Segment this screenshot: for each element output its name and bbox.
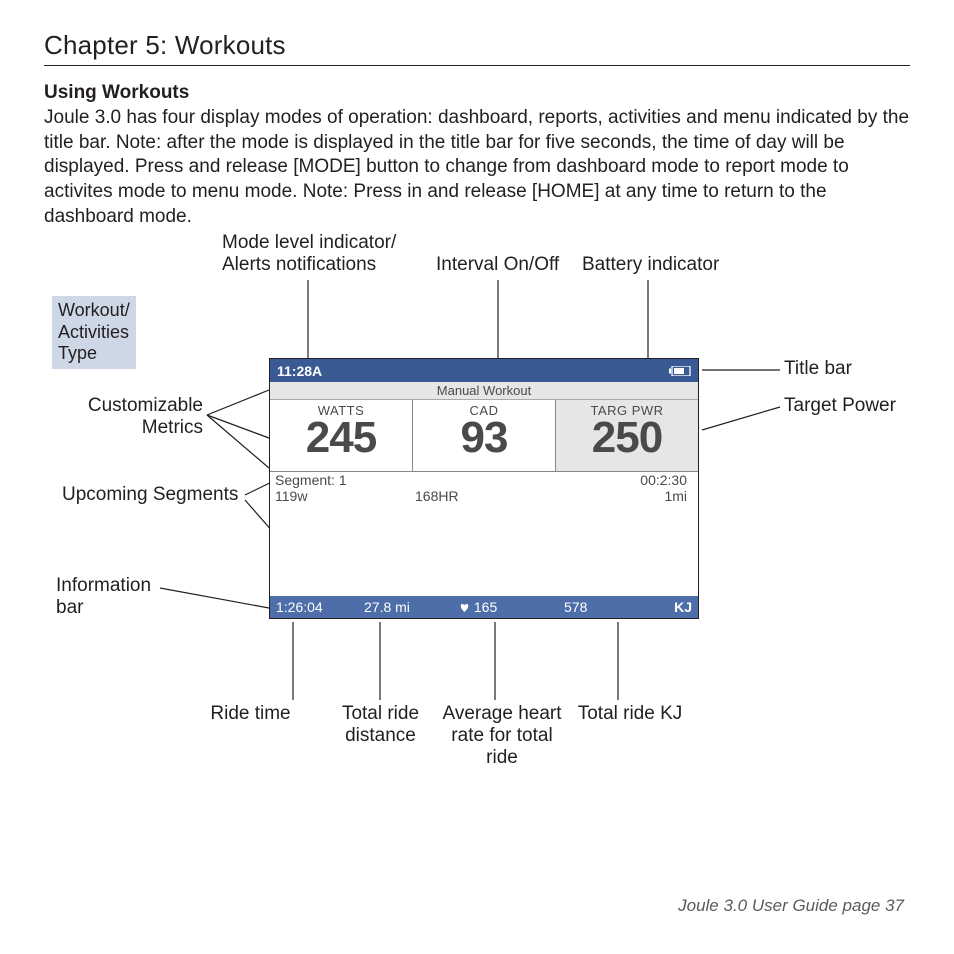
- callout-total-distance: Total ridedistance: [328, 703, 433, 747]
- info-bar: 1:26:04 27.8 mi 165 578 KJ: [270, 596, 698, 618]
- title-bar: 11:28A: [270, 359, 698, 382]
- avg-hr-value: 165: [474, 599, 497, 615]
- segment-label: Segment: 1: [275, 472, 347, 488]
- callout-avg-hr: Average heartrate for totalride: [432, 703, 572, 769]
- callout-target-power: Target Power: [784, 395, 896, 417]
- callout-ride-time: Ride time: [198, 703, 303, 725]
- segment-row: 119w 168HR 1mi: [270, 488, 698, 504]
- callout-workout-type: Workout/ActivitiesType: [52, 296, 136, 369]
- section-heading: Using Workouts: [44, 82, 910, 104]
- clock-time: 11:28A: [277, 363, 322, 379]
- segment-header: Segment: 1 00:2:30: [270, 472, 698, 488]
- callout-total-kj: Total ride KJ: [570, 703, 690, 725]
- segment-duration: 00:2:30: [640, 472, 693, 488]
- avg-hr: 165: [459, 599, 564, 615]
- callout-mode-alerts: Mode level indicator/Alerts notification…: [222, 232, 396, 276]
- metric-value: 250: [592, 416, 662, 460]
- metric-value: 93: [461, 416, 508, 460]
- metric-cad: CAD 93: [413, 400, 556, 471]
- metric-targ-pwr: TARG PWR 250: [556, 400, 698, 471]
- ride-distance: 27.8 mi: [364, 599, 459, 615]
- mode-row: Manual Workout: [270, 382, 698, 400]
- kj-label: KJ: [674, 599, 692, 615]
- segment-dist: 1mi: [664, 488, 693, 504]
- device-screen: 11:28A Manual Workout WATTS 245 CAD 93 T…: [269, 358, 699, 619]
- metric-value: 245: [306, 416, 376, 460]
- chapter-title: Chapter 5: Workouts: [44, 30, 910, 66]
- body-paragraph: Joule 3.0 has four display modes of oper…: [44, 106, 910, 229]
- metrics-row: WATTS 245 CAD 93 TARG PWR 250: [270, 400, 698, 472]
- ride-time: 1:26:04: [276, 599, 364, 615]
- callout-battery: Battery indicator: [582, 254, 719, 276]
- callout-title-bar: Title bar: [784, 358, 852, 380]
- segment-watts: 119w: [275, 488, 415, 504]
- callout-info-bar: Informationbar: [56, 575, 151, 619]
- kj-value: 578: [564, 599, 644, 615]
- metric-watts: WATTS 245: [270, 400, 413, 471]
- callout-custom-metrics: CustomizableMetrics: [85, 395, 203, 439]
- battery-icon: [669, 366, 691, 376]
- callout-interval: Interval On/Off: [436, 254, 559, 276]
- callout-upcoming-segments: Upcoming Segments: [62, 484, 238, 506]
- segment-hr: 168HR: [415, 488, 545, 504]
- page-footer: Joule 3.0 User Guide page 37: [678, 896, 904, 916]
